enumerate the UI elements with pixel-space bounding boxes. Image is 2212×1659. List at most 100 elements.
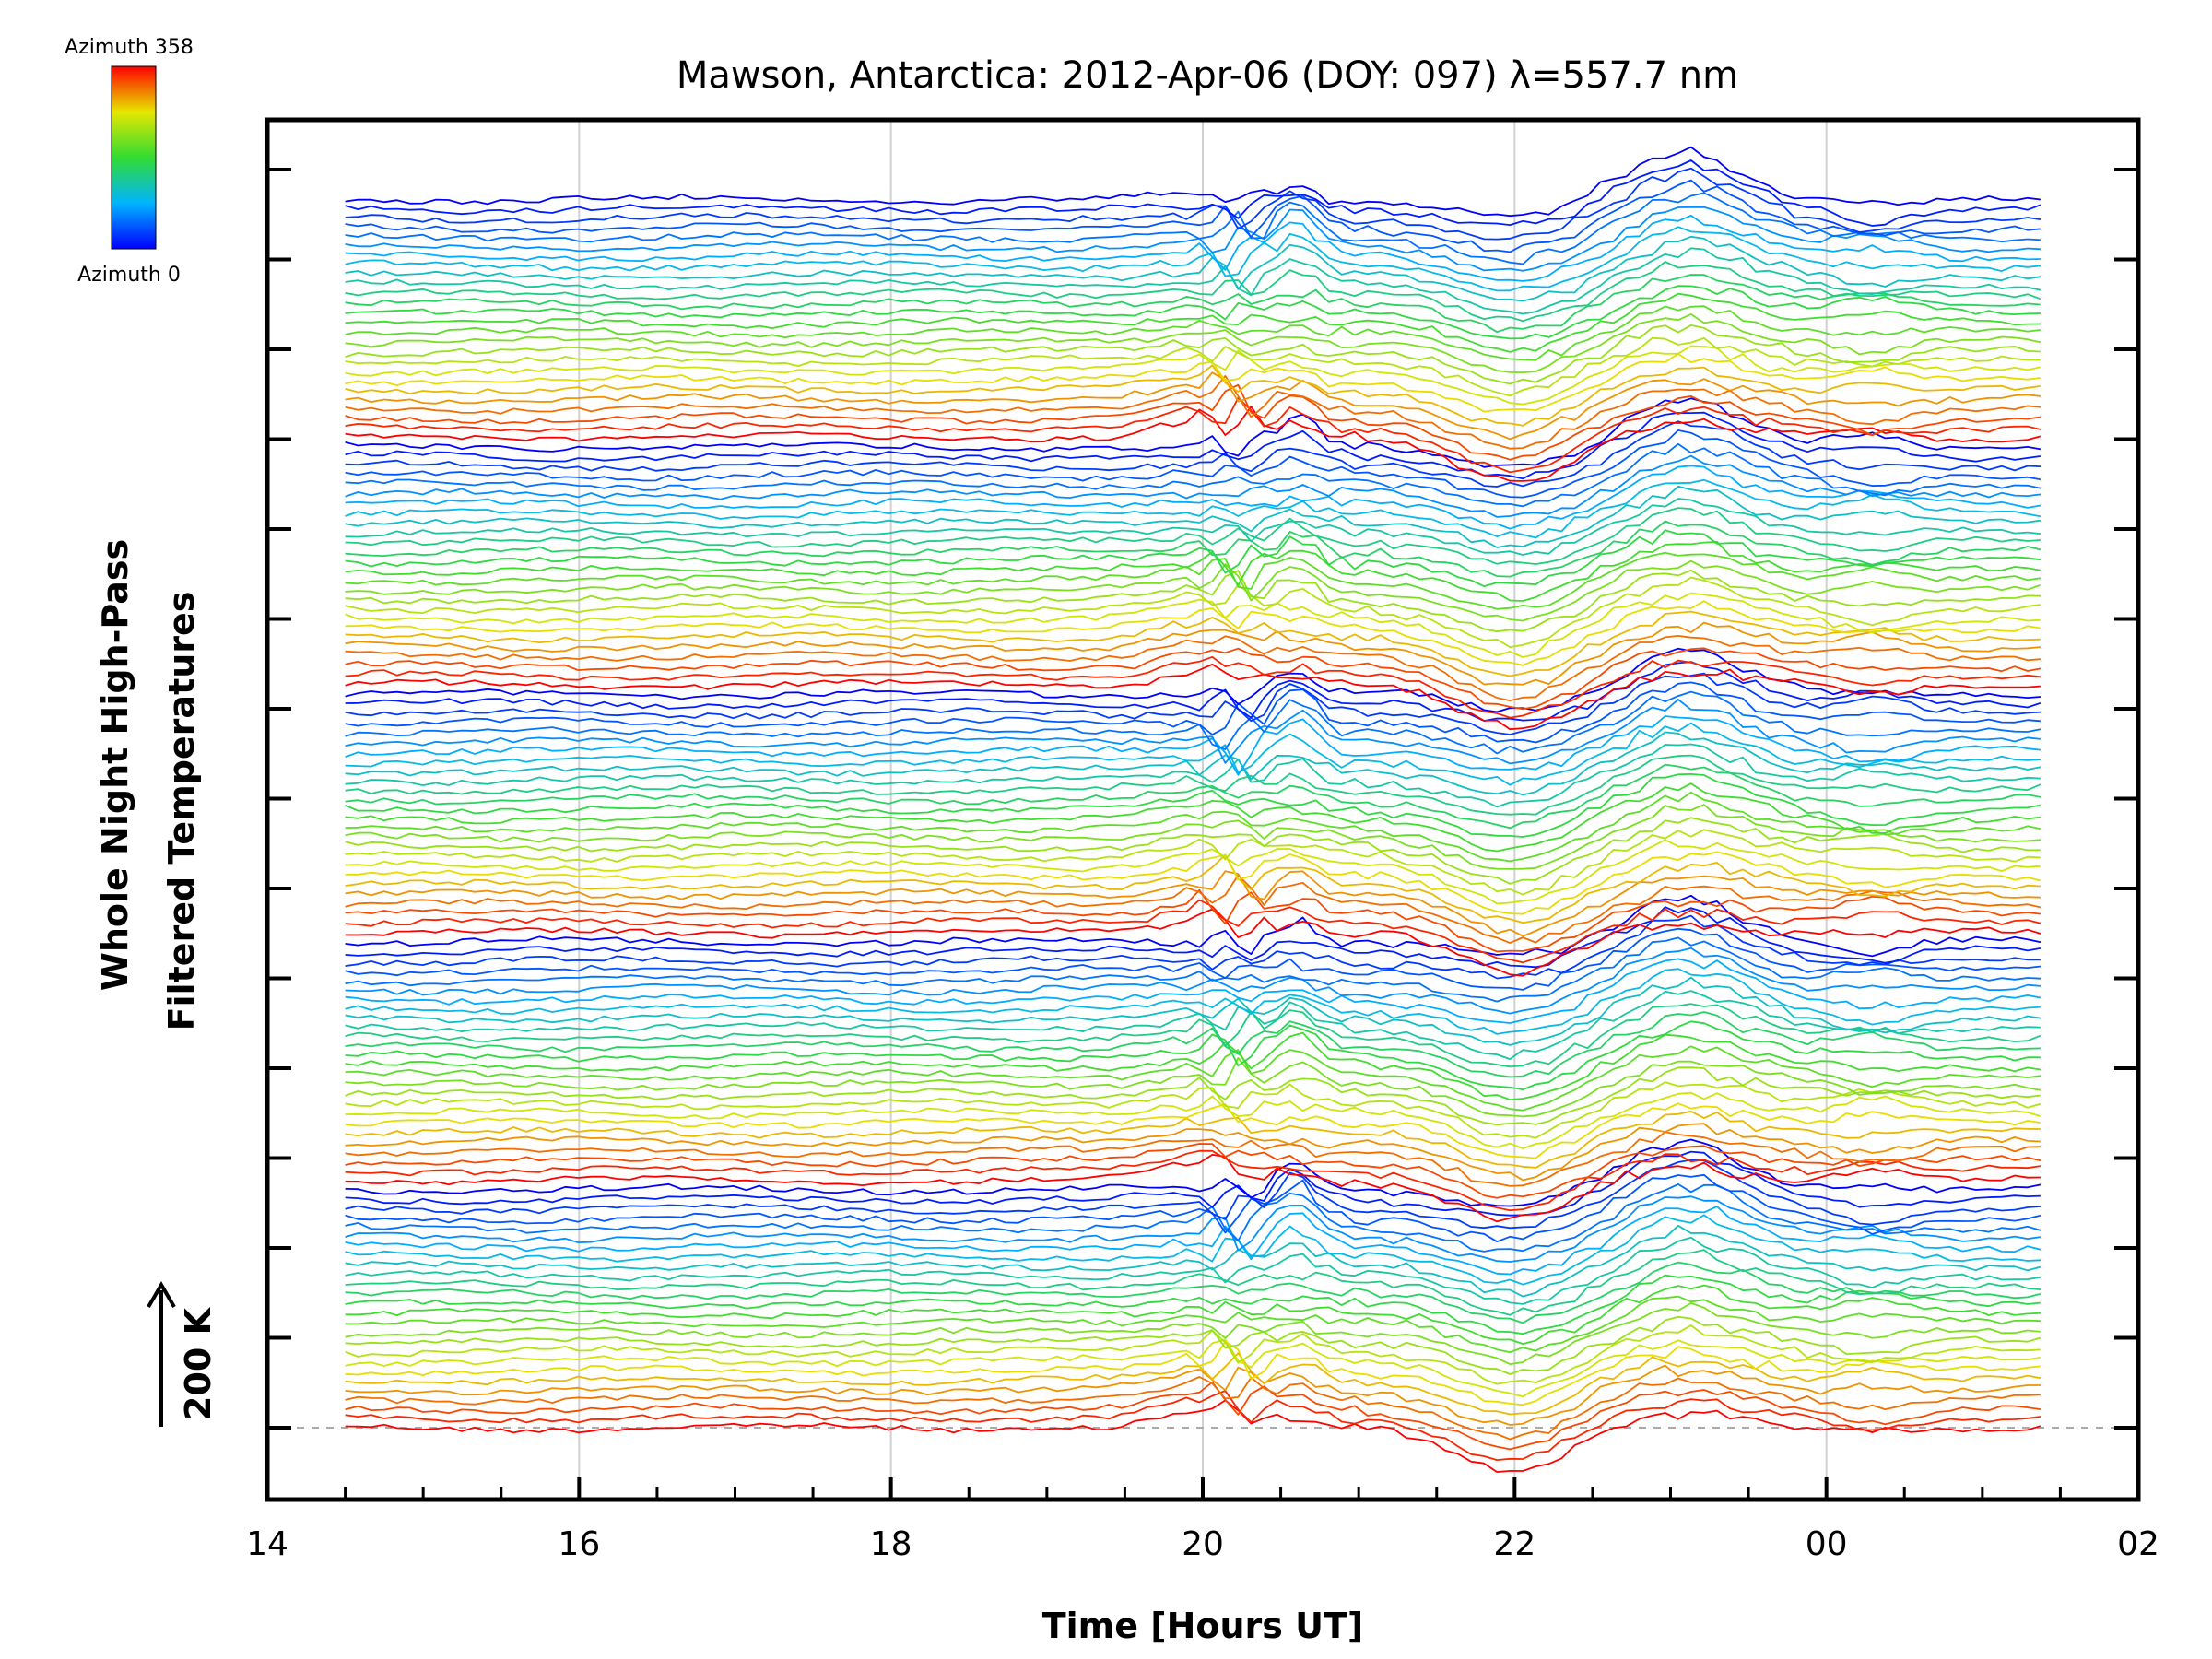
- series-trace: [345, 214, 2041, 282]
- series-trace: [345, 374, 2041, 450]
- scale-bar-arrow-head: [147, 1281, 176, 1309]
- series-trace: [345, 1249, 2041, 1316]
- series-trace: [345, 635, 2041, 701]
- series-trace: [345, 292, 2041, 353]
- series-trace: [345, 1173, 2041, 1243]
- series-trace: [345, 1159, 2041, 1230]
- series-trace: [345, 661, 2041, 722]
- series-trace: [345, 167, 2041, 241]
- series-trace: [345, 411, 2041, 480]
- series-trace: [345, 1376, 2041, 1441]
- series-trace: [345, 247, 2041, 315]
- series-trace: [345, 179, 2041, 253]
- series-trace: [345, 1284, 2041, 1345]
- series-trace: [345, 647, 2041, 713]
- series-trace: [345, 485, 2041, 548]
- series-trace: [345, 899, 2041, 964]
- series-trace: [345, 976, 2041, 1046]
- series-trace: [345, 305, 2041, 361]
- series-trace: [345, 1149, 2041, 1212]
- series-trace: [345, 146, 2041, 218]
- series-trace: [345, 1066, 2041, 1126]
- series-trace: [345, 465, 2041, 530]
- series-trace: [345, 1302, 2041, 1365]
- axis-ticks: [265, 168, 2140, 1500]
- series-trace: [345, 274, 2041, 334]
- y-axis-label-line1: Whole Night High-Pass: [95, 539, 135, 991]
- series-trace: [345, 936, 2041, 1003]
- series-trace: [345, 763, 2041, 830]
- y-axis-label-line2: Filtered Temperatures: [161, 592, 202, 1031]
- series-trace: [345, 1195, 2041, 1263]
- series-trace: [345, 1081, 2041, 1139]
- series-trace: [345, 1091, 2041, 1149]
- scale-bar-label: 200 K: [178, 1306, 218, 1420]
- series-trace: [345, 715, 2041, 776]
- series-trace: [345, 817, 2041, 885]
- series-trace: [345, 690, 2041, 755]
- series-trace: [345, 1274, 2041, 1335]
- series-trace: [345, 529, 2041, 587]
- series-trace: [345, 498, 2041, 556]
- series-trace: [345, 364, 2041, 427]
- series-trace: [345, 1364, 2041, 1426]
- series-trace: [345, 853, 2041, 924]
- series-trace: [345, 1324, 2041, 1385]
- series-trace: [345, 569, 2041, 633]
- series-trace: [345, 773, 2041, 838]
- series-trace: [345, 383, 2041, 461]
- x-tick-label: 18: [870, 1525, 912, 1563]
- series-trace: [345, 754, 2041, 816]
- series-trace: [345, 672, 2041, 735]
- series-trace: [345, 159, 2041, 227]
- series-trace: [345, 1295, 2041, 1353]
- series-trace: [345, 1399, 2041, 1473]
- series-trace: [345, 914, 2041, 980]
- series-trace: [345, 791, 2041, 863]
- series-trace: [345, 1154, 2041, 1223]
- series-trace: [345, 1214, 2041, 1286]
- x-tick-label: 02: [2117, 1525, 2159, 1563]
- series-trace: [345, 592, 2041, 658]
- series-trace: [345, 908, 2041, 977]
- series-trace: [345, 1236, 2041, 1305]
- series-trace: [345, 663, 2041, 731]
- series-trace: [345, 261, 2041, 323]
- series-trace: [345, 906, 2041, 969]
- series-trace: [345, 1206, 2041, 1276]
- x-tick-labels: 14 16 18 20 22 00 02: [246, 1525, 2159, 1563]
- series-trace: [345, 894, 2041, 958]
- legend-colorbar: [111, 65, 157, 250]
- series-trace: [345, 559, 2041, 622]
- series-trace: [345, 353, 2041, 413]
- series-trace: [345, 1150, 2041, 1217]
- series-trace: [345, 722, 2041, 786]
- series-trace: [345, 1003, 2041, 1068]
- series-trace: [345, 1315, 2041, 1375]
- series-trace: [345, 406, 2041, 482]
- series-trace: [345, 1183, 2041, 1253]
- series-trace: [345, 336, 2041, 397]
- series-trace: [345, 397, 2041, 468]
- series-trace: [345, 655, 2041, 719]
- series-trace: [345, 1143, 2041, 1199]
- series-trace: [345, 576, 2041, 648]
- series-trace: [345, 1110, 2041, 1169]
- series-trace: [345, 870, 2041, 937]
- legend-top-label: Azimuth 358: [65, 36, 194, 59]
- series-trace: [345, 1261, 2041, 1324]
- series-trace: [345, 226, 2041, 292]
- series-trace: [345, 1057, 2041, 1118]
- series-trace: [345, 731, 2041, 796]
- x-tick-label: 16: [558, 1525, 600, 1563]
- x-tick-label: 22: [1493, 1525, 1535, 1563]
- series-trace: [345, 1352, 2041, 1416]
- series-trace: [345, 324, 2041, 385]
- series-trace: [345, 947, 2041, 1015]
- series-trace: [345, 1338, 2041, 1398]
- series-trace: [345, 507, 2041, 565]
- legend-bottom-label: Azimuth 0: [77, 264, 181, 287]
- series-trace: [345, 958, 2041, 1024]
- series-trace: [345, 1123, 2041, 1182]
- series-trace: [345, 1045, 2041, 1112]
